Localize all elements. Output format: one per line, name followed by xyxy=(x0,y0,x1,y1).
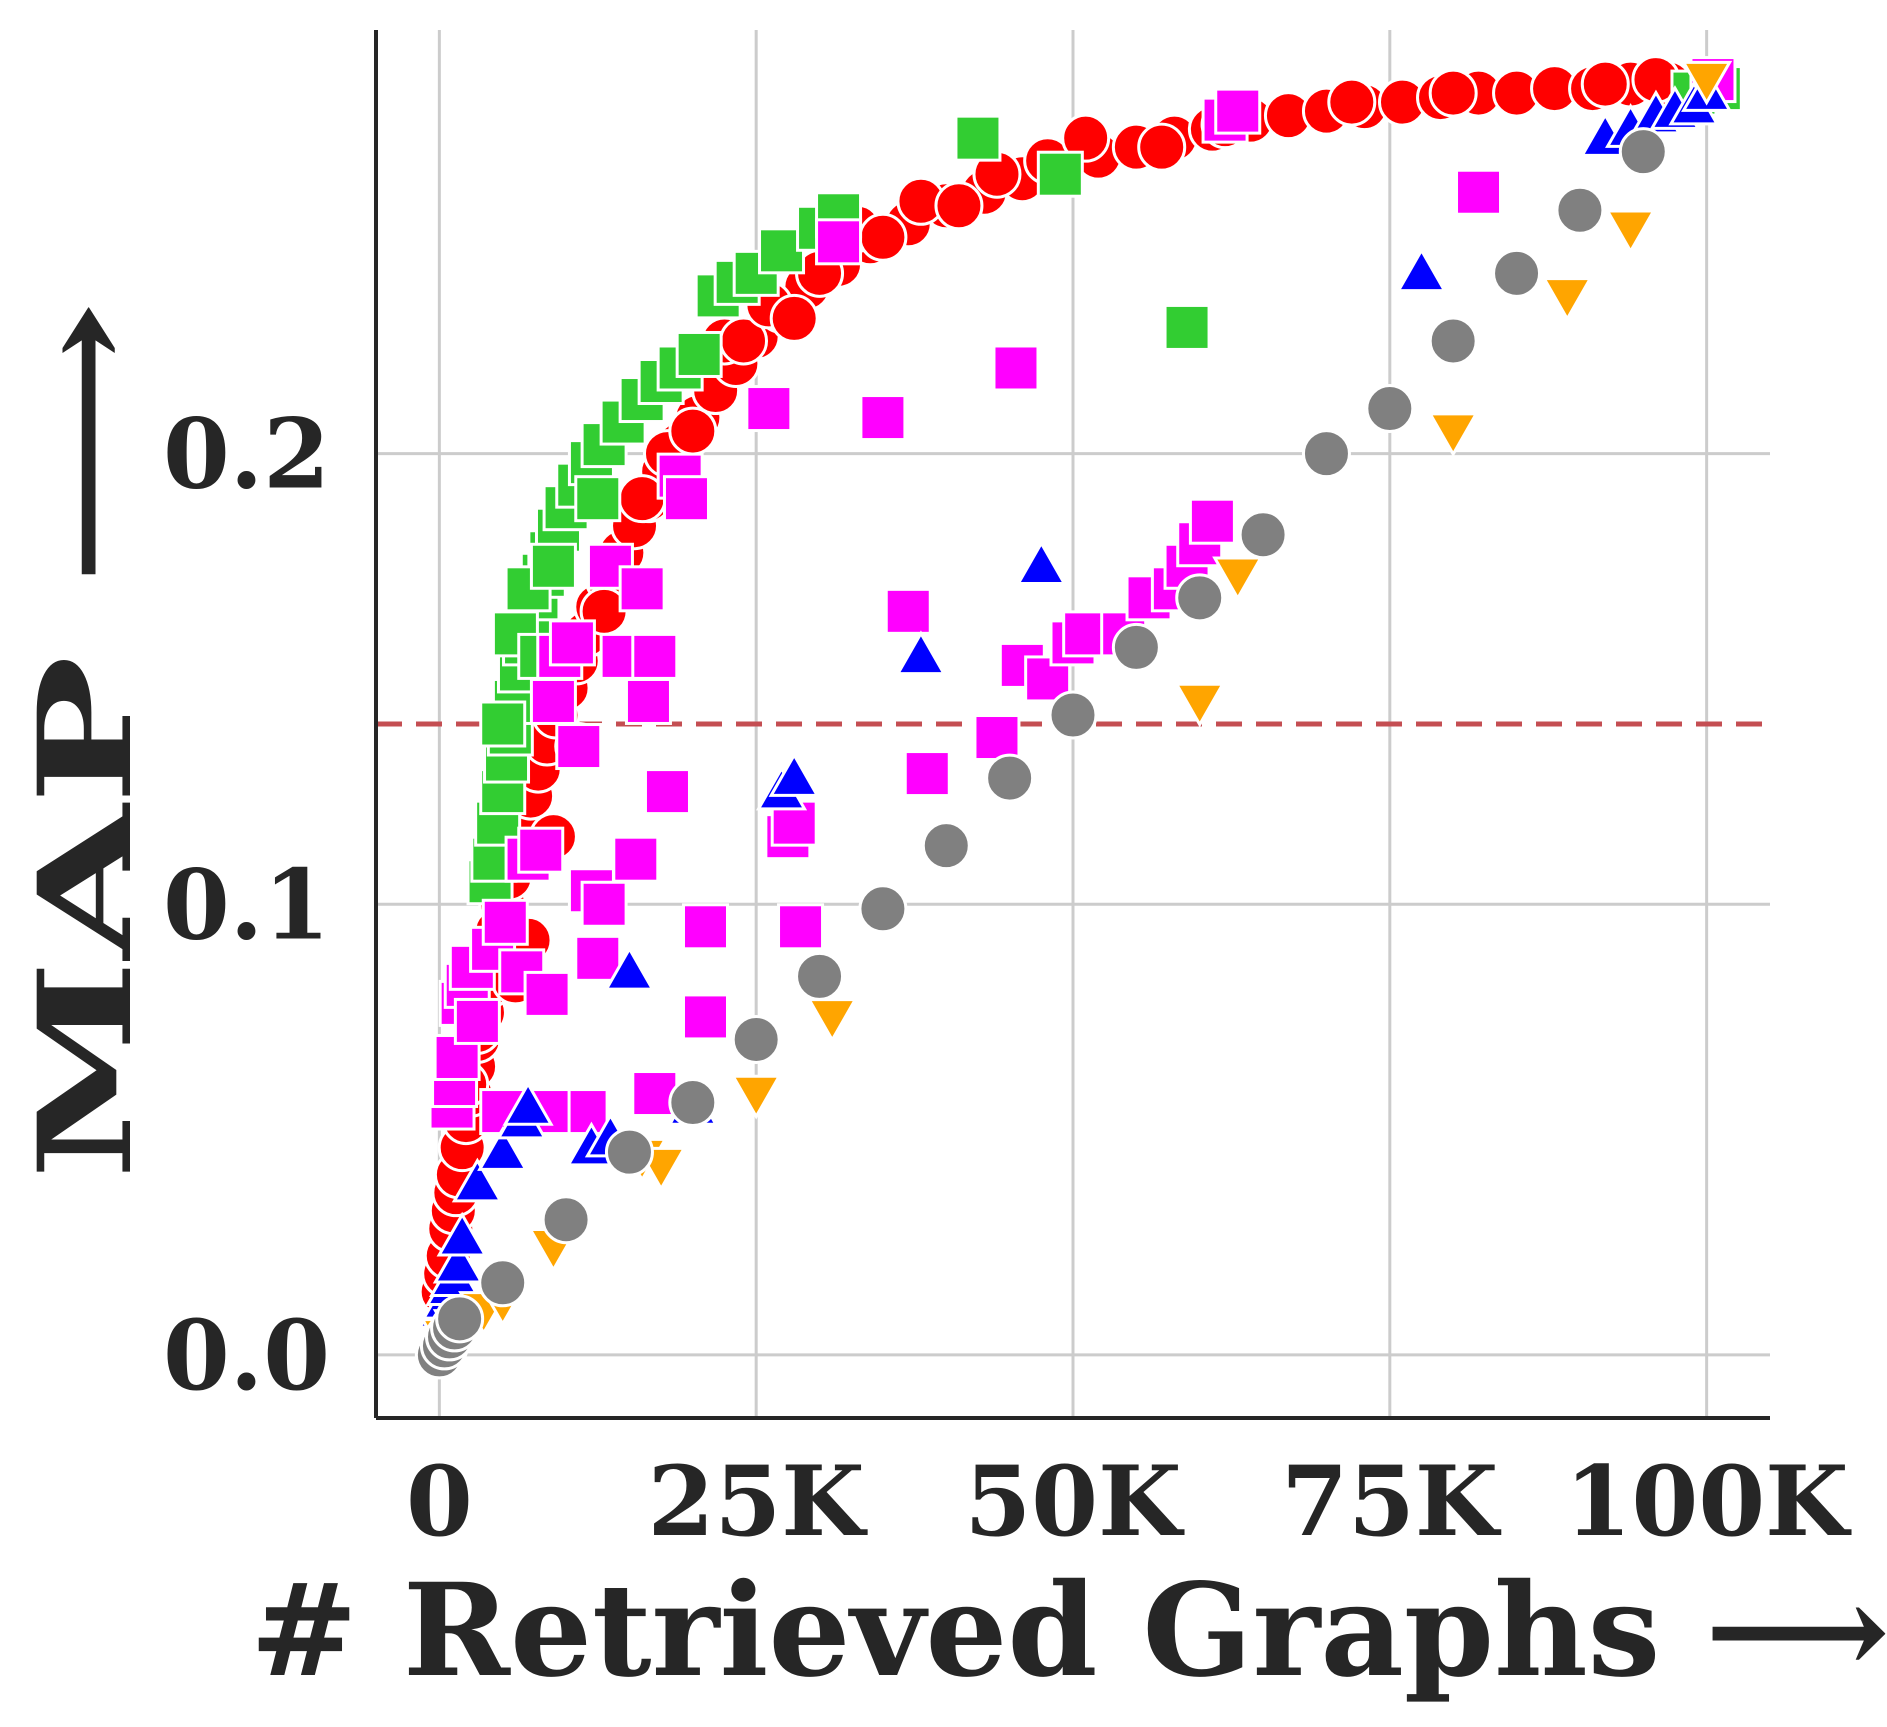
data-point xyxy=(604,1127,654,1177)
data-point xyxy=(795,951,845,1001)
data-point xyxy=(580,880,628,928)
data-points xyxy=(414,55,1743,1380)
data-point xyxy=(618,565,666,613)
data-point xyxy=(1492,248,1542,298)
data-point xyxy=(973,714,1021,762)
data-point xyxy=(574,475,622,523)
data-point xyxy=(1174,682,1226,728)
data-point xyxy=(1163,303,1211,351)
data-point xyxy=(523,970,571,1018)
data-point xyxy=(806,998,858,1043)
data-point xyxy=(921,821,971,871)
data-point xyxy=(643,768,691,816)
data-point xyxy=(517,826,565,874)
data-point xyxy=(1427,412,1479,458)
data-point xyxy=(745,385,793,433)
data-point xyxy=(479,700,527,748)
data-point xyxy=(1681,60,1733,106)
data-point xyxy=(612,835,660,883)
data-point xyxy=(436,1211,488,1257)
data-point xyxy=(815,218,863,266)
y-tick-label: 0.2 xyxy=(163,398,330,511)
data-point xyxy=(858,212,908,262)
axes xyxy=(374,30,1770,1420)
data-point xyxy=(453,997,501,1045)
data-point xyxy=(529,542,577,590)
data-point xyxy=(1111,622,1161,672)
data-point xyxy=(1048,690,1098,740)
data-point xyxy=(730,1074,782,1120)
data-point xyxy=(478,1258,528,1308)
data-point xyxy=(1605,209,1657,255)
data-point xyxy=(1061,113,1111,163)
data-point xyxy=(1015,540,1067,586)
data-point xyxy=(662,475,710,523)
data-point xyxy=(477,1126,529,1171)
data-point xyxy=(1428,316,1478,366)
y-tick-label: 0.0 xyxy=(163,1299,330,1412)
data-point xyxy=(731,1014,781,1064)
data-point xyxy=(954,114,1002,162)
data-point xyxy=(768,752,820,797)
x-tick-labels: 0 25K 50K 75K 100K xyxy=(406,1445,1852,1558)
data-point xyxy=(481,898,529,946)
data-point xyxy=(435,1294,485,1344)
data-point xyxy=(1188,497,1236,545)
data-point xyxy=(1301,429,1351,479)
data-point xyxy=(1365,384,1415,434)
data-point xyxy=(884,587,932,635)
data-point xyxy=(603,945,656,991)
data-point xyxy=(777,903,825,951)
data-point xyxy=(859,394,907,442)
data-point xyxy=(1395,247,1448,293)
data-point xyxy=(1238,510,1288,560)
x-tick-label: 100K xyxy=(1565,1445,1852,1558)
data-point xyxy=(1555,185,1605,235)
x-axis-label: # Retrieved Graphs ⟶ xyxy=(250,1556,1887,1706)
data-point xyxy=(432,1238,484,1284)
data-point xyxy=(769,293,819,343)
data-point xyxy=(681,993,729,1041)
x-tick-label: 0 xyxy=(406,1445,473,1558)
data-point xyxy=(555,723,603,771)
data-point xyxy=(668,406,718,456)
data-point xyxy=(1175,573,1225,623)
x-tick-label: 75K xyxy=(1281,1445,1502,1558)
data-point xyxy=(895,630,947,676)
data-point xyxy=(631,632,679,680)
data-point xyxy=(529,677,577,725)
y-tick-label: 0.1 xyxy=(163,848,330,961)
data-point xyxy=(1580,59,1630,109)
data-point xyxy=(1618,127,1668,177)
data-point xyxy=(1455,168,1503,216)
data-point xyxy=(1428,68,1478,118)
data-point xyxy=(502,1081,554,1126)
data-point xyxy=(985,753,1035,803)
data-point xyxy=(451,1157,503,1203)
data-point xyxy=(934,181,984,231)
data-point xyxy=(1327,77,1377,127)
data-point xyxy=(668,1078,718,1128)
data-point xyxy=(1036,150,1084,198)
data-point xyxy=(681,903,729,951)
data-point xyxy=(1541,277,1593,322)
data-point xyxy=(858,884,908,934)
data-point xyxy=(574,934,622,982)
x-tick-label: 25K xyxy=(648,1445,869,1558)
x-tick-label: 50K xyxy=(964,1445,1185,1558)
data-point xyxy=(1212,556,1264,602)
data-point xyxy=(624,677,672,725)
data-point xyxy=(903,750,951,798)
data-point xyxy=(548,619,596,667)
y-axis-label: MAP ⟶ xyxy=(11,300,161,1180)
data-point xyxy=(1137,122,1187,172)
data-point xyxy=(675,330,723,378)
data-point xyxy=(541,1195,591,1245)
data-point xyxy=(992,344,1040,392)
data-point xyxy=(1214,87,1262,135)
y-tick-labels: 0.0 0.1 0.2 xyxy=(163,398,330,1412)
